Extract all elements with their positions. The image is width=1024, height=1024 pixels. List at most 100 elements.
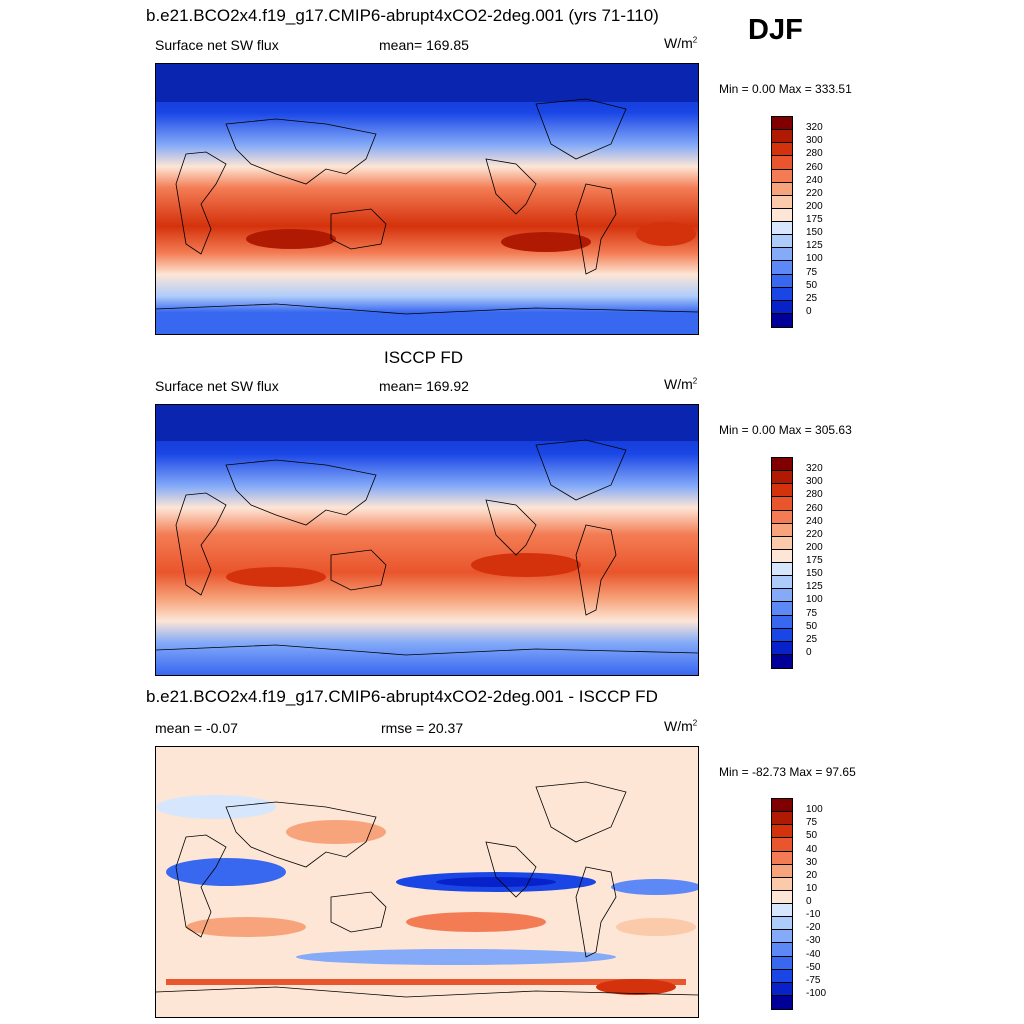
colorbar-swatch xyxy=(772,864,792,878)
panel3-region xyxy=(166,979,686,985)
colorbar-tick-label: 40 xyxy=(806,843,818,855)
colorbar-tick-label: 260 xyxy=(806,502,823,514)
panel1-max-region-pacific xyxy=(501,232,591,252)
colorbar-tick-label: 300 xyxy=(806,135,823,147)
panel3-region xyxy=(286,820,386,844)
panel1-mean-label: mean= 169.85 xyxy=(379,37,469,53)
panel2-coastlines xyxy=(156,439,698,656)
colorbar-tick-label: -100 xyxy=(806,987,827,999)
panel3-region xyxy=(296,949,616,965)
colorbar-tick-label: 50 xyxy=(806,830,818,842)
colorbar-tick-label: 200 xyxy=(806,200,823,212)
colorbar-tick-label: -75 xyxy=(806,974,821,986)
colorbar-tick-label: 280 xyxy=(806,489,823,501)
panel1-minmax: Min = 0.00 Max = 333.51 xyxy=(719,82,852,96)
colorbar-tick-label: 75 xyxy=(806,607,818,619)
panel2-mean-label: mean= 169.92 xyxy=(379,378,469,394)
panel2-field xyxy=(156,405,698,675)
colorbar-tick-label: 150 xyxy=(806,227,823,239)
panel2-title: ISCCP FD xyxy=(384,348,464,367)
colorbar-swatch xyxy=(772,195,792,209)
colorbar-tick-label: 75 xyxy=(806,817,818,829)
colorbar-swatch xyxy=(772,117,792,131)
colorbar-swatch xyxy=(772,182,792,196)
colorbar-tick-label: -30 xyxy=(806,935,821,947)
colorbar-swatch xyxy=(772,812,792,826)
colorbar-tick-label: 10 xyxy=(806,882,818,894)
colorbar-swatch xyxy=(772,563,792,577)
colorbar-swatch xyxy=(772,169,792,183)
colorbar-swatch xyxy=(772,969,792,983)
colorbar-tick-label: 25 xyxy=(806,633,818,645)
colorbar-swatch xyxy=(772,300,792,314)
panel2-arctic-band xyxy=(156,405,698,441)
panel1-coastlines xyxy=(156,98,698,315)
panel3-colorbar-labels: 100 75 50 40 30 20 10 0 -10 -20 -30 -40 -50 -75 -100 xyxy=(806,798,846,1010)
colorbar-tick-label: 0 xyxy=(806,305,812,317)
panel2-max-region-pacific xyxy=(471,553,581,577)
colorbar-tick-label: 100 xyxy=(806,594,823,606)
colorbar-swatch xyxy=(772,208,792,222)
colorbar-tick-label: 280 xyxy=(806,148,823,160)
colorbar-swatch xyxy=(772,261,792,275)
colorbar-swatch xyxy=(772,222,792,236)
colorbar-swatch xyxy=(772,838,792,852)
colorbar-tick-label: 50 xyxy=(806,279,818,291)
colorbar-tick-label: 320 xyxy=(806,122,823,134)
colorbar-tick-label: 300 xyxy=(806,476,823,488)
colorbar-swatch xyxy=(772,248,792,262)
colorbar-swatch xyxy=(772,471,792,485)
colorbar-swatch xyxy=(772,956,792,970)
panel3-region xyxy=(186,917,306,937)
colorbar-tick-label: 260 xyxy=(806,161,823,173)
colorbar-tick-label: 220 xyxy=(806,528,823,540)
colorbar-tick-label: 100 xyxy=(806,253,823,265)
colorbar-swatch xyxy=(772,904,792,918)
colorbar-tick-label: 0 xyxy=(806,896,812,907)
colorbar-swatch xyxy=(772,287,792,301)
colorbar-swatch xyxy=(772,497,792,511)
colorbar-swatch xyxy=(772,130,792,144)
colorbar-tick-label: 30 xyxy=(806,856,818,868)
colorbar-tick-label: -10 xyxy=(806,909,821,921)
colorbar-swatch xyxy=(772,313,792,327)
panel2-colorbar xyxy=(771,457,793,669)
panel1-map xyxy=(155,63,699,335)
colorbar-tick-label: 240 xyxy=(806,515,823,527)
colorbar-tick-label: 100 xyxy=(806,804,823,816)
colorbar-swatch xyxy=(772,995,792,1009)
panel2-max-region-indian xyxy=(226,567,326,587)
panel1-colorbar-labels: 320 300 280 260 240 220 200 175 150 125 100 75 50 25 0 xyxy=(806,116,846,328)
colorbar-swatch xyxy=(772,602,792,616)
season-label: DJF xyxy=(748,14,803,46)
colorbar-swatch xyxy=(772,536,792,550)
panel1-colorbar xyxy=(771,116,793,328)
panel3-minmax: Min = -82.73 Max = 97.65 xyxy=(719,765,856,779)
panel1-field xyxy=(156,64,698,334)
colorbar-tick-label: -20 xyxy=(806,922,821,934)
colorbar-tick-label: 200 xyxy=(806,541,823,553)
colorbar-tick-label: 125 xyxy=(806,581,823,593)
colorbar-swatch xyxy=(772,589,792,603)
colorbar-swatch xyxy=(772,274,792,288)
panel3-region xyxy=(436,877,556,887)
panel3-coastlines xyxy=(156,781,698,998)
panel1-units: W/m2 xyxy=(664,35,698,51)
panel2-map xyxy=(155,404,699,676)
colorbar-tick-label: -50 xyxy=(806,961,821,973)
colorbar-tick-label: 220 xyxy=(806,187,823,199)
colorbar-tick-label: 175 xyxy=(806,555,823,566)
colorbar-swatch xyxy=(772,799,792,813)
panel3-region xyxy=(596,979,676,995)
colorbar-swatch xyxy=(772,943,792,957)
panel1-atlantic-region xyxy=(636,222,696,246)
colorbar-tick-label: 50 xyxy=(806,620,818,632)
colorbar-swatch xyxy=(772,890,792,904)
colorbar-swatch xyxy=(772,654,792,668)
panel2-units: W/m2 xyxy=(664,376,698,392)
colorbar-swatch xyxy=(772,576,792,590)
panel1-title: b.e21.BCO2x4.f19_g17.CMIP6-abrupt4xCO2-2… xyxy=(146,6,659,25)
panel3-units: W/m2 xyxy=(664,718,698,734)
panel1-max-region-indian xyxy=(246,229,336,249)
colorbar-tick-label: 20 xyxy=(806,869,818,881)
